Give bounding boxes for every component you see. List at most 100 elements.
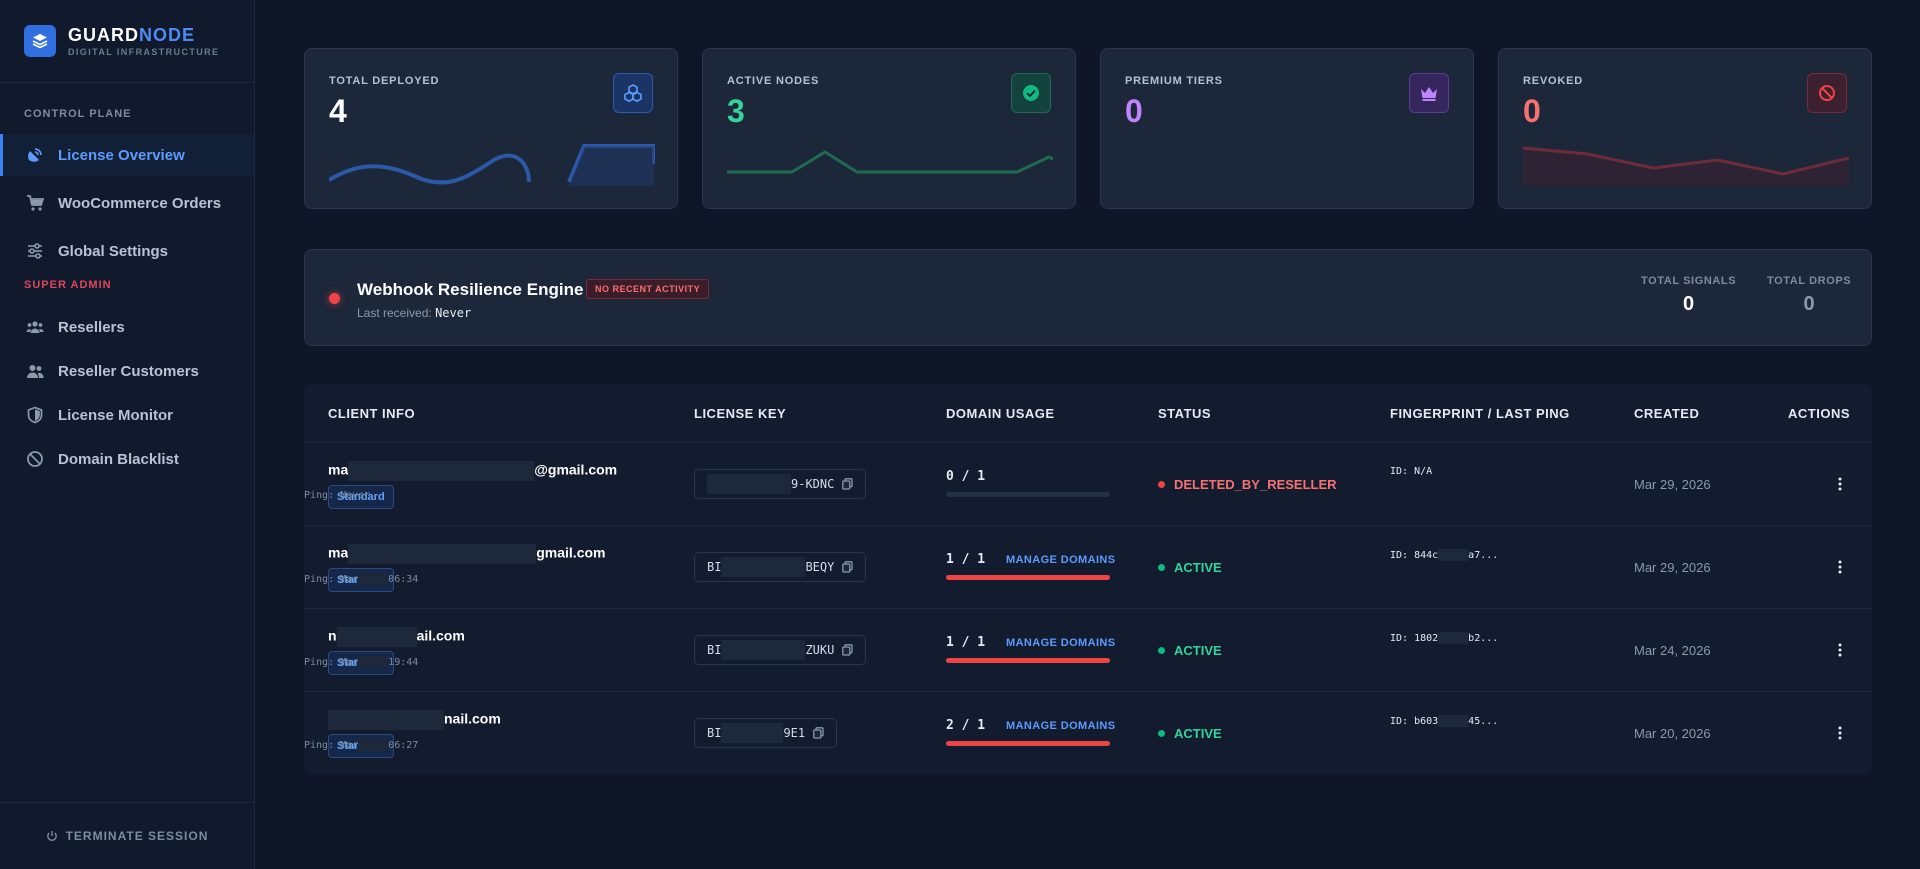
brand[interactable]: GUARDNODE DIGITAL INFRASTRUCTURE — [0, 0, 254, 83]
terminate-session-button[interactable]: TERMINATE SESSION — [0, 802, 254, 869]
sparkline — [727, 150, 1053, 174]
total-signals-metric: TOTAL SIGNALS 0 — [1641, 275, 1737, 315]
sidebar-item-resellers[interactable]: Resellers — [0, 306, 254, 348]
last-received-value: Never — [435, 306, 472, 320]
column-header-fingerprint: FINGERPRINT / LAST PING — [1390, 406, 1570, 421]
ban-icon — [26, 450, 44, 468]
license-key: BI 9E1 — [694, 718, 838, 748]
stat-label: TOTAL DEPLOYED — [329, 75, 440, 87]
webhook-panel: Webhook Resilience Engine NO RECENT ACTI… — [304, 249, 1872, 346]
license-table: CLIENT INFO LICENSE KEY DOMAIN USAGE STA… — [304, 384, 1872, 774]
copy-icon[interactable] — [842, 478, 854, 490]
status: ACTIVE — [1158, 560, 1222, 575]
sidebar-item-license-overview[interactable]: License Overview — [0, 134, 254, 176]
created-date: Mar 29, 2026 — [1634, 560, 1711, 575]
row-actions-button[interactable] — [1830, 556, 1850, 578]
status-dot — [1158, 730, 1165, 737]
copy-icon[interactable] — [842, 644, 854, 656]
column-header-actions: ACTIONS — [1788, 406, 1850, 421]
client-email: ma gmail.com — [328, 544, 605, 564]
column-header-client-info: CLIENT INFO — [328, 406, 416, 421]
stat-card-revoked: REVOKED 0 — [1498, 48, 1872, 209]
last-ping: Ping: Mar 06:34 — [304, 573, 419, 585]
column-header-domain-usage: DOMAIN USAGE — [946, 406, 1055, 421]
sidebar-item-label: License Overview — [58, 146, 185, 164]
stat-card-active-nodes: ACTIVE NODES 3 — [702, 48, 1076, 209]
sidebar-item-license-monitor[interactable]: License Monitor — [0, 394, 254, 436]
created-date: Mar 20, 2026 — [1634, 726, 1711, 741]
last-ping: Ping: Never — [304, 490, 371, 501]
stat-card-premium-tiers: PREMIUM TIERS 0 — [1100, 48, 1474, 209]
brand-subtitle: DIGITAL INFRASTRUCTURE — [68, 46, 220, 57]
table-row: ma @gmail.com Standard 9-KDNC 0 / 1 DELET… — [304, 442, 1872, 525]
stat-label: REVOKED — [1523, 75, 1583, 87]
stat-card-total-deployed: TOTAL DEPLOYED 4 — [304, 48, 678, 209]
domain-count: 1 / 1 — [946, 552, 986, 567]
usage-fill — [946, 575, 1110, 580]
usage-fill — [946, 741, 1110, 746]
brand-name: GUARDNODE — [68, 24, 196, 45]
row-actions-button[interactable] — [1830, 639, 1850, 661]
license-key: BI BEQY — [694, 552, 867, 582]
status-dot — [1158, 481, 1165, 488]
layers-icon — [24, 25, 56, 57]
license-key: 9-KDNC — [694, 469, 867, 499]
sidebar-item-label: Reseller Customers — [58, 362, 199, 380]
sidebar-item-label: Resellers — [58, 318, 125, 336]
status-dot — [1158, 564, 1165, 571]
stat-value: 0 — [1125, 93, 1143, 129]
row-actions-button[interactable] — [1830, 473, 1850, 495]
kebab-icon — [1838, 560, 1842, 574]
stat-label: PREMIUM TIERS — [1125, 75, 1223, 87]
sidebar-item-global-settings[interactable]: Global Settings — [0, 230, 254, 272]
sparkline — [329, 144, 655, 186]
manage-domains-link[interactable]: MANAGE DOMAINS — [1006, 637, 1116, 649]
status-badge: NO RECENT ACTIVITY — [586, 279, 710, 299]
check-circle-icon — [1011, 73, 1051, 113]
ban-icon — [1807, 73, 1847, 113]
status-dot — [329, 293, 340, 304]
column-header-created: CREATED — [1634, 406, 1700, 421]
user-group-icon — [26, 362, 44, 380]
total-drops-metric: TOTAL DROPS 0 — [1767, 275, 1852, 315]
power-icon — [46, 831, 57, 842]
fingerprint-id: ID: b603 45... — [1390, 715, 1499, 727]
sidebar-item-woocommerce-orders[interactable]: WooCommerce Orders — [0, 182, 254, 224]
crown-icon — [1409, 73, 1449, 113]
status: ACTIVE — [1158, 643, 1222, 658]
stat-label: ACTIVE NODES — [727, 75, 820, 87]
created-date: Mar 24, 2026 — [1634, 643, 1711, 658]
usage-bar — [946, 741, 1110, 746]
row-actions-button[interactable] — [1830, 722, 1850, 744]
status: ACTIVE — [1158, 726, 1222, 741]
copy-icon[interactable] — [813, 727, 824, 739]
kebab-icon — [1838, 643, 1842, 657]
status: DELETED_BY_RESELLER — [1158, 477, 1337, 492]
stat-value: 0 — [1523, 93, 1541, 129]
usage-fill — [946, 658, 1110, 663]
tier-badge: Standard — [328, 485, 394, 509]
domain-count: 0 / 1 — [946, 469, 986, 484]
stat-value: 4 — [329, 93, 347, 129]
sparkline — [1523, 146, 1849, 186]
fingerprint-id: ID: 844c a7... — [1390, 549, 1499, 561]
manage-domains-link[interactable]: MANAGE DOMAINS — [1006, 554, 1116, 566]
manage-domains-link[interactable]: MANAGE DOMAINS — [1006, 720, 1116, 732]
usage-bar — [946, 492, 1110, 497]
webhook-title: Webhook Resilience Engine — [357, 280, 584, 299]
sidebar-item-domain-blacklist[interactable]: Domain Blacklist — [0, 438, 254, 480]
status-dot — [1158, 647, 1165, 654]
column-header-license-key: LICENSE KEY — [694, 406, 787, 421]
last-ping: Ping: Mar 06:27 — [304, 739, 419, 751]
column-header-status: STATUS — [1158, 406, 1212, 421]
sidebar-item-reseller-customers[interactable]: Reseller Customers — [0, 350, 254, 392]
copy-icon[interactable] — [842, 561, 854, 573]
cubes-icon — [613, 73, 653, 113]
shield-icon — [26, 406, 44, 424]
usage-bar — [946, 575, 1110, 580]
terminate-session-label: TERMINATE SESSION — [65, 829, 209, 843]
fingerprint-id: ID: N/A — [1390, 466, 1433, 477]
